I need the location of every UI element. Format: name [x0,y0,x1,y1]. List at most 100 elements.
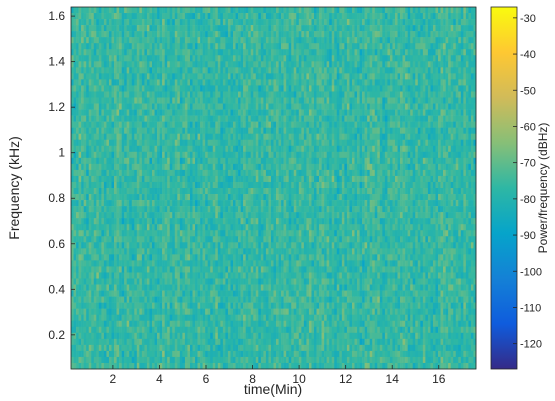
heatmap-cell [303,121,307,128]
heatmap-cell [91,115,95,122]
heatmap-cell [227,7,231,14]
heatmap-cell [200,127,203,134]
heatmap-cell [146,85,150,92]
heatmap-cell [205,13,208,20]
heatmap-cell [412,37,416,44]
heatmap-cell [98,163,102,171]
heatmap-cell [278,37,282,44]
heatmap-cell [101,73,105,80]
heatmap-cell [238,55,241,62]
heatmap-cell [329,13,333,20]
heatmap-cell [450,139,454,147]
heatmap-cell [303,115,307,122]
heatmap-cell [425,25,429,32]
heatmap-cell [126,43,130,50]
heatmap-cell [443,43,446,50]
heatmap-cell [329,109,333,116]
heatmap-cell [157,163,160,171]
heatmap-cell [139,194,143,201]
heatmap-cell [263,115,267,122]
heatmap-cell [195,61,198,68]
heatmap-cell [144,49,148,56]
heatmap-cell [273,73,277,80]
heatmap-cell [93,31,97,38]
heatmap-cell [420,145,424,153]
heatmap-cell [200,13,203,20]
heatmap-cell [443,37,446,44]
heatmap-cell [359,49,363,56]
heatmap-cell [134,103,138,110]
heatmap-cell [154,121,158,128]
heatmap-cell [253,67,257,74]
heatmap-cell [402,175,406,183]
heatmap-cell [402,13,406,20]
heatmap-cell [438,67,441,74]
heatmap-cell [389,145,393,153]
heatmap-cell [382,55,386,62]
heatmap-cell [336,121,340,128]
heatmap-cell [319,49,322,56]
heatmap-cell [316,133,320,141]
heatmap-cell [195,139,198,147]
heatmap-cell [215,188,219,195]
heatmap-cell [88,13,92,20]
heatmap-cell [367,133,370,141]
heatmap-cell [162,163,165,171]
heatmap-cell [296,121,300,128]
heatmap-cell [136,13,140,20]
heatmap-cell [265,121,269,128]
heatmap-cell [354,13,358,20]
heatmap-cell [225,133,229,141]
heatmap-cell [405,151,408,159]
heatmap-cell [217,133,221,141]
heatmap-cell [346,121,350,128]
heatmap-cell [250,121,254,128]
heatmap-cell [240,73,244,80]
heatmap-cell [351,188,355,195]
heatmap-cell [432,163,436,171]
heatmap-cell [382,127,386,134]
heatmap-cell [205,163,208,171]
heatmap-cell [152,97,155,104]
heatmap-cell [162,79,165,86]
heatmap-cell [405,157,408,165]
heatmap-cell [319,115,322,122]
heatmap-cell [321,175,325,183]
heatmap-cell [438,73,441,80]
heatmap-cell [144,194,148,201]
heatmap-cell [255,121,259,128]
heatmap-cell [422,139,426,147]
heatmap-cell [195,13,198,20]
heatmap-cell [210,79,214,86]
heatmap-cell [326,19,330,26]
heatmap-cell [387,139,391,147]
heatmap-cell [372,139,376,147]
heatmap-cell [369,97,373,104]
heatmap-cell [205,97,208,104]
heatmap-cell [425,31,429,38]
heatmap-cell [372,97,376,104]
heatmap-cell [314,55,317,62]
heatmap-cell [230,127,234,134]
heatmap-cell [235,175,239,183]
heatmap-cell [215,31,219,38]
heatmap-cell [116,91,120,98]
heatmap-cell [71,145,74,153]
heatmap-cell [395,97,398,104]
heatmap-cell [324,31,327,38]
heatmap-cell [248,55,252,62]
heatmap-cell [220,31,224,38]
heatmap-cell [81,67,84,74]
heatmap-cell [230,61,234,68]
heatmap-cell [212,61,216,68]
heatmap-cell [220,37,224,44]
heatmap-cell [230,188,234,195]
heatmap-cell [283,139,287,147]
heatmap-cell [233,127,236,134]
heatmap-cell [177,61,181,68]
heatmap-cell [470,163,474,171]
heatmap-cell [124,157,127,165]
heatmap-cell [184,175,188,183]
heatmap-cell [268,49,272,56]
heatmap-cell [222,127,226,134]
